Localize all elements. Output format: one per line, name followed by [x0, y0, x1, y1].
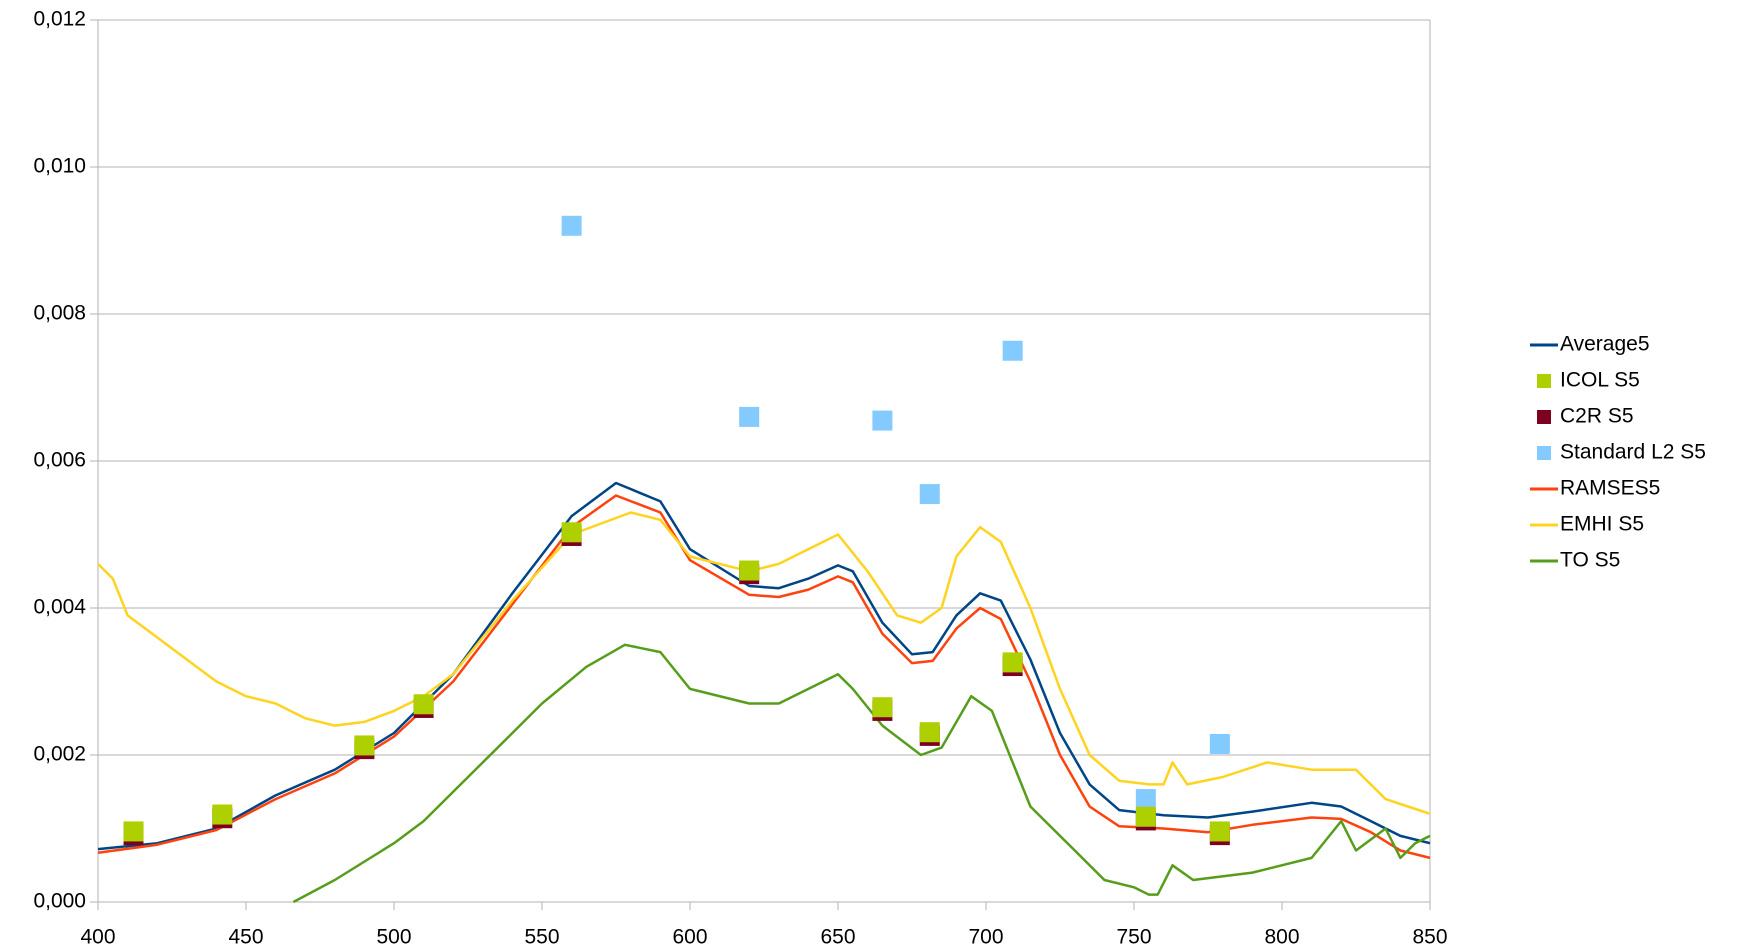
legend-swatch — [1537, 446, 1551, 460]
scatter-point — [123, 821, 144, 842]
series-line — [97, 481, 1431, 851]
series-line — [292, 643, 1431, 904]
x-tick-label: 850 — [1412, 926, 1447, 949]
x-tick-label: 750 — [1116, 926, 1151, 949]
scatter-point — [919, 484, 940, 505]
y-tick-label: 0,012 — [33, 8, 86, 31]
x-tick-label: 450 — [228, 926, 263, 949]
legend-label: EMHI S5 — [1560, 513, 1644, 536]
scatter-point — [872, 410, 893, 431]
scatter-point — [561, 215, 582, 236]
legend-label: Average5 — [1560, 333, 1650, 356]
legend-label: Standard L2 S5 — [1560, 441, 1706, 464]
scatter-point — [413, 694, 434, 715]
y-tick-label: 0,008 — [33, 302, 86, 325]
x-tick-label: 600 — [672, 926, 707, 949]
scatter-point — [872, 697, 893, 718]
y-tick-label: 0,006 — [33, 449, 86, 472]
scatter-point — [1135, 806, 1156, 827]
scatter-point — [1209, 733, 1230, 754]
scatter-point — [212, 804, 233, 825]
legend-label: RAMSES5 — [1560, 477, 1660, 500]
y-tick-label: 0,002 — [33, 743, 86, 766]
series-line — [97, 511, 1431, 815]
legend-swatch — [1537, 410, 1551, 424]
scatter-point — [354, 735, 375, 756]
legend-swatch — [1537, 374, 1551, 388]
y-tick-label: 0,004 — [33, 596, 86, 619]
y-tick-label: 0,000 — [33, 890, 86, 913]
scatter-point — [739, 406, 760, 427]
x-tick-label: 800 — [1264, 926, 1299, 949]
legend-label: C2R S5 — [1560, 405, 1634, 428]
scatter-point — [561, 522, 582, 543]
scatter-point — [919, 722, 940, 743]
x-tick-label: 650 — [820, 926, 855, 949]
scatter-point — [739, 560, 760, 581]
x-tick-label: 500 — [376, 926, 411, 949]
scatter-point — [1002, 652, 1023, 673]
legend-label: ICOL S5 — [1560, 369, 1640, 392]
legend-label: TO S5 — [1560, 549, 1620, 572]
x-tick-label: 550 — [524, 926, 559, 949]
y-tick-label: 0,010 — [33, 155, 86, 178]
x-tick-label: 400 — [80, 926, 115, 949]
x-tick-label: 700 — [968, 926, 1003, 949]
scatter-point — [1135, 789, 1156, 810]
scatter-point — [1209, 821, 1230, 842]
series-line — [97, 494, 1431, 860]
scatter-point — [1002, 340, 1023, 361]
